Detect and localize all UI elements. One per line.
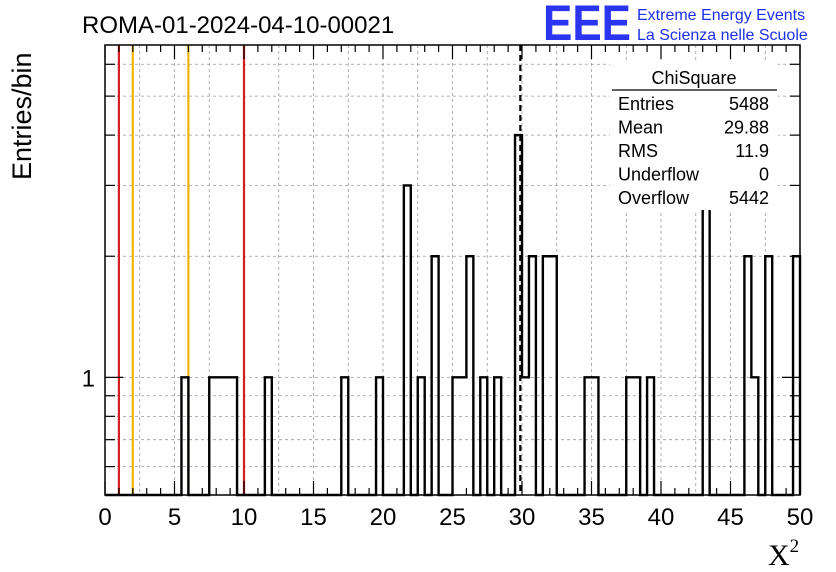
y-axis-label: Entries/bin: [7, 52, 37, 180]
x-tick-label: 45: [717, 504, 744, 531]
stats-label: Underflow: [618, 165, 700, 185]
x-tick-label: 0: [98, 504, 111, 531]
y-tick-labels: 1: [82, 365, 95, 392]
x-tick-label: 25: [439, 504, 466, 531]
stats-label: Entries: [618, 94, 674, 114]
x-tick-label: 30: [509, 504, 536, 531]
x-axis-label: X: [768, 539, 790, 572]
x-tick-label: 5: [168, 504, 181, 531]
stats-label: Mean: [618, 118, 663, 138]
stats-rows: Entries 5488 Mean 29.88 RMS 11.9 Underflow 0 Ove…: [618, 94, 769, 208]
chart-title: ROMA-01-2024-04-10-00021: [82, 12, 394, 39]
stats-value: 0: [759, 165, 769, 185]
logo-line-2: La Scienza nelle Scuole: [637, 27, 808, 44]
stats-box: ChiSquare Entries 5488 Mean 29.88 RMS 11.9 Und…: [610, 60, 778, 210]
logo-line-1: Extreme Energy Events: [637, 7, 805, 24]
stats-value: 5488: [729, 94, 769, 114]
stats-label: Overflow: [618, 188, 690, 208]
x-tick-label: 50: [787, 504, 814, 531]
axis-ticks: [104, 45, 801, 495]
y-tick-label: 1: [82, 365, 95, 392]
x-tick-label: 10: [231, 504, 258, 531]
x-tick-label: 20: [370, 504, 397, 531]
x-axis-label-group: X2: [768, 536, 799, 572]
stats-value: 29.88: [724, 118, 769, 138]
stats-label: RMS: [618, 141, 658, 161]
x-axis-label-superscript: 2: [790, 536, 800, 557]
stats-box-background: [610, 60, 778, 210]
x-tick-label: 15: [300, 504, 327, 531]
eee-logo: EEE Extreme Energy Events La Scienza nel…: [543, 0, 808, 51]
vertical-marker-lines: [117, 45, 522, 495]
stats-title: ChiSquare: [651, 68, 736, 88]
stats-value: 5442: [729, 188, 769, 208]
x-tick-label: 40: [648, 504, 675, 531]
logo-letters: EEE: [543, 0, 631, 51]
x-tick-label: 35: [578, 504, 605, 531]
x-tick-labels: 0 5 10 15 20 25 30 35 40 45 50: [98, 504, 813, 531]
stats-value: 11.9: [735, 141, 769, 161]
